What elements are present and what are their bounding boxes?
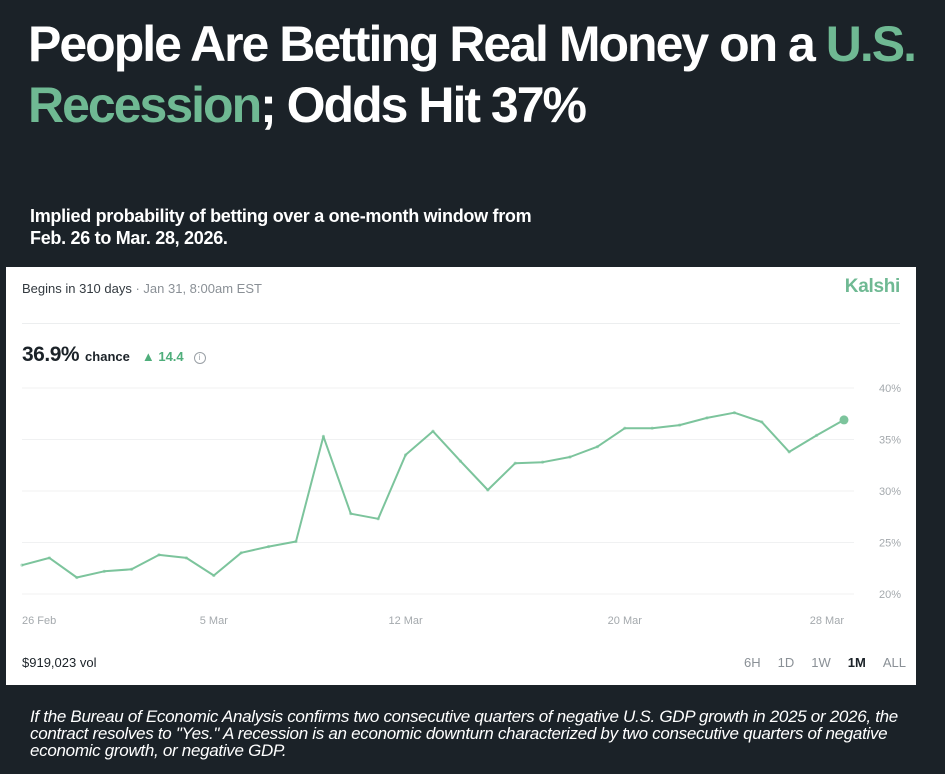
chance-value: 36.9% bbox=[22, 343, 80, 366]
data-point bbox=[623, 426, 627, 430]
x-axis-ticks: 26 Feb 5 Mar 12 Mar 20 Mar 28 Mar bbox=[22, 615, 844, 627]
x-tick-label: 12 Mar bbox=[388, 615, 423, 627]
headline-part1: People Are Betting Real Money on a bbox=[28, 16, 826, 72]
y-tick-label: 25% bbox=[879, 538, 901, 550]
probability-chart[interactable]: 20%25%30%35%40% 26 Feb 5 Mar 12 Mar 20 Mar 2… bbox=[6, 267, 916, 647]
data-point bbox=[458, 459, 462, 463]
headline-part2: ; Odds Hit 37% bbox=[260, 77, 587, 133]
data-point bbox=[184, 556, 188, 560]
data-point bbox=[349, 512, 353, 516]
series-layer bbox=[20, 411, 849, 580]
current-value-point bbox=[839, 415, 849, 425]
data-point bbox=[732, 411, 737, 415]
kalshi-logo[interactable]: Kalshi bbox=[844, 276, 901, 297]
data-point bbox=[650, 426, 654, 430]
y-tick-label: 40% bbox=[879, 383, 901, 395]
y-tick-label: 30% bbox=[879, 486, 901, 498]
range-all[interactable]: ALL bbox=[882, 655, 906, 670]
data-point bbox=[212, 573, 216, 578]
range-1m[interactable]: 1M bbox=[847, 655, 866, 670]
y-tick-label: 35% bbox=[879, 435, 901, 447]
card-divider bbox=[22, 323, 900, 324]
x-tick-label: 28 Mar bbox=[810, 615, 845, 627]
data-point bbox=[431, 429, 435, 433]
begins-label: Begins in 310 days bbox=[22, 281, 132, 296]
schedule-datetime: Jan 31, 8:00am EST bbox=[143, 281, 262, 296]
schedule-separator: · bbox=[131, 281, 144, 296]
data-point bbox=[75, 575, 79, 580]
data-point bbox=[541, 460, 545, 464]
chance-label: chance bbox=[85, 349, 130, 364]
x-tick-label: 26 Feb bbox=[22, 615, 56, 627]
headline: People Are Betting Real Money on a U.S. … bbox=[28, 14, 928, 136]
data-point bbox=[404, 453, 408, 457]
change-value: ▲ 14.4 bbox=[141, 349, 184, 364]
headline-accent: U.S. Recession bbox=[28, 16, 917, 133]
y-axis-ticks: 20% 25% 30% 35% 40% bbox=[879, 383, 901, 601]
market-card: Begins in 310 days · Jan 31, 8:00am EST … bbox=[6, 267, 916, 685]
data-point bbox=[321, 434, 325, 439]
data-point bbox=[20, 563, 24, 567]
data-point bbox=[815, 433, 819, 437]
info-icon[interactable]: i bbox=[193, 352, 206, 364]
volume-label: $919,023 vol bbox=[22, 655, 97, 670]
data-point bbox=[239, 551, 243, 555]
data-point bbox=[376, 517, 380, 521]
data-point bbox=[787, 450, 791, 454]
x-tick-label: 20 Mar bbox=[608, 615, 643, 627]
data-point bbox=[760, 420, 764, 424]
market-schedule: Begins in 310 days · Jan 31, 8:00am EST bbox=[22, 281, 262, 296]
data-point bbox=[705, 416, 709, 420]
data-point bbox=[102, 569, 106, 573]
chance-summary: 36.9% chance ▲ 14.4 i bbox=[22, 343, 206, 367]
data-point bbox=[47, 556, 52, 560]
data-point bbox=[294, 539, 298, 544]
data-point bbox=[513, 461, 517, 465]
data-point bbox=[157, 553, 161, 557]
range-selector: 6H 1D 1W 1M ALL bbox=[744, 655, 906, 670]
range-6h[interactable]: 6H bbox=[744, 655, 761, 670]
x-tick-label: 5 Mar bbox=[200, 615, 228, 627]
data-point bbox=[568, 455, 572, 459]
data-point bbox=[595, 445, 600, 449]
range-1w[interactable]: 1W bbox=[811, 655, 831, 670]
subtitle: Implied probability of betting over a on… bbox=[30, 206, 532, 248]
grid-lines bbox=[22, 387, 854, 595]
series-line bbox=[21, 411, 845, 579]
footnote: If the Bureau of Economic Analysis confi… bbox=[30, 707, 898, 760]
data-point bbox=[267, 545, 271, 549]
data-point bbox=[678, 423, 682, 427]
range-1d[interactable]: 1D bbox=[777, 655, 795, 670]
data-point bbox=[130, 567, 134, 571]
data-point bbox=[486, 488, 490, 492]
y-tick-label: 20% bbox=[879, 589, 901, 601]
